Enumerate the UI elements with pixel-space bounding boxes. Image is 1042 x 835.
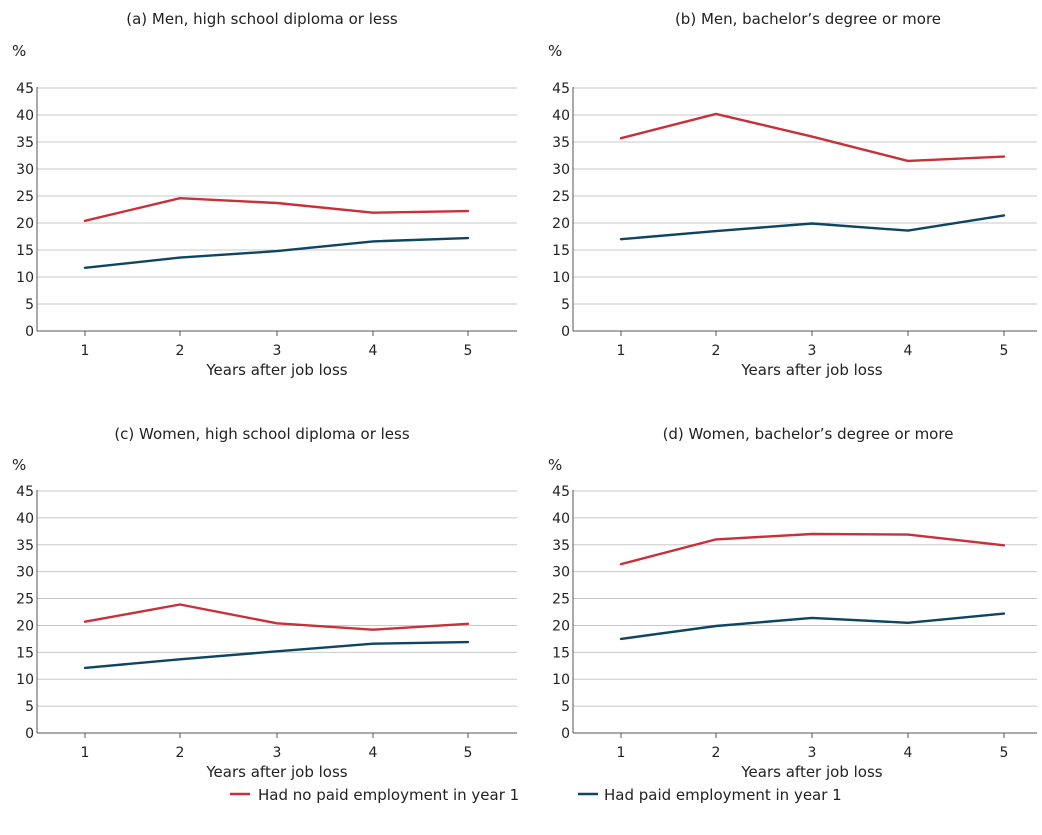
y-tick-label: 30 (552, 565, 570, 581)
chart-title: (c) Women, high school diploma or less (114, 425, 410, 443)
y-tick-label: 10 (552, 270, 570, 286)
x-axis-label: Years after job loss (205, 763, 347, 781)
x-tick-label: 5 (464, 343, 473, 359)
x-tick-label: 2 (176, 343, 185, 359)
y-tick-label: 35 (552, 538, 570, 554)
y-tick-label: 5 (25, 297, 34, 313)
y-tick-label: 0 (561, 726, 570, 742)
y-tick-label: 40 (16, 511, 34, 527)
series-line-employment (619, 612, 1006, 641)
x-tick-label: 5 (1000, 745, 1009, 761)
y-tick-label: 30 (16, 162, 34, 178)
y-tick-label: 0 (561, 324, 570, 340)
x-axis-label: Years after job loss (740, 361, 882, 379)
y-tick-label: 25 (16, 189, 34, 205)
y-tick-label: 5 (561, 297, 570, 313)
x-tick-label: 2 (712, 745, 721, 761)
y-tick-label: 45 (16, 81, 34, 97)
y-unit-label: % (12, 42, 26, 60)
chart-panel-c: (c) Women, high school diploma or less% 0… (12, 425, 517, 781)
x-tick-label: 4 (369, 745, 378, 761)
x-tick-label: 1 (81, 745, 90, 761)
series-line-no-employment (83, 603, 470, 631)
y-tick-label: 45 (552, 484, 570, 500)
x-tick-label: 3 (273, 343, 282, 359)
y-tick-label: 40 (16, 108, 34, 124)
x-tick-label: 1 (81, 343, 90, 359)
x-tick-label: 4 (904, 343, 913, 359)
series-line-employment (83, 640, 470, 670)
chart-title: (b) Men, bachelor’s degree or more (675, 10, 941, 28)
y-tick-label: 10 (552, 672, 570, 688)
y-unit-label: % (548, 456, 562, 474)
y-tick-label: 40 (552, 511, 570, 527)
y-tick-label: 30 (552, 162, 570, 178)
y-tick-label: 15 (552, 243, 570, 259)
y-tick-label: 45 (552, 81, 570, 97)
y-tick-label: 10 (16, 270, 34, 286)
y-unit-label: % (12, 456, 26, 474)
y-tick-label: 20 (16, 216, 34, 232)
chart-title: (a) Men, high school diploma or less (126, 10, 398, 28)
y-tick-label: 25 (552, 189, 570, 205)
y-tick-label: 20 (16, 618, 34, 634)
y-unit-label: % (548, 42, 562, 60)
x-tick-label: 5 (464, 745, 473, 761)
x-tick-label: 2 (176, 745, 185, 761)
chart-panel-b: (b) Men, bachelor’s degree or more% 0 5 10 1… (548, 10, 1037, 379)
x-tick-label: 1 (617, 745, 626, 761)
chart-panel-a: (a) Men, high school diploma or less% 0 5 1… (12, 10, 517, 379)
x-tick-label: 3 (808, 745, 817, 761)
y-tick-label: 5 (561, 699, 570, 715)
y-tick-label: 15 (16, 243, 34, 259)
x-axis-label: Years after job loss (205, 361, 347, 379)
y-tick-label: 20 (552, 216, 570, 232)
x-tick-label: 1 (617, 343, 626, 359)
x-tick-label: 5 (1000, 343, 1009, 359)
y-tick-label: 15 (552, 645, 570, 661)
x-tick-label: 4 (904, 745, 913, 761)
y-tick-label: 20 (552, 618, 570, 634)
y-tick-label: 0 (25, 726, 34, 742)
chart-title: (d) Women, bachelor’s degree or more (663, 425, 954, 443)
x-tick-label: 2 (712, 343, 721, 359)
x-tick-label: 3 (808, 343, 817, 359)
y-tick-label: 5 (25, 699, 34, 715)
x-axis-label: Years after job loss (740, 763, 882, 781)
y-tick-label: 25 (16, 592, 34, 608)
y-tick-label: 45 (16, 484, 34, 500)
legend-label: Had paid employment in year 1 (604, 786, 842, 804)
y-tick-label: 40 (552, 108, 570, 124)
y-tick-label: 25 (552, 592, 570, 608)
series-line-no-employment (619, 532, 1006, 566)
y-tick-label: 15 (16, 645, 34, 661)
legend-label: Had no paid employment in year 1 (258, 786, 519, 804)
chart-panel-d: (d) Women, bachelor’s degree or more% 0 5 1… (548, 425, 1037, 781)
y-tick-label: 30 (16, 565, 34, 581)
legend: Had no paid employment in year 1 Had paid… (230, 786, 842, 804)
x-tick-label: 4 (369, 343, 378, 359)
y-tick-label: 0 (25, 324, 34, 340)
y-tick-label: 10 (16, 672, 34, 688)
x-tick-label: 3 (273, 745, 282, 761)
y-tick-label: 35 (16, 538, 34, 554)
series-line-employment (83, 236, 470, 269)
y-tick-label: 35 (16, 135, 34, 151)
series-line-employment (619, 214, 1006, 241)
y-tick-label: 35 (552, 135, 570, 151)
series-line-no-employment (619, 112, 1006, 163)
series-line-no-employment (83, 196, 470, 223)
